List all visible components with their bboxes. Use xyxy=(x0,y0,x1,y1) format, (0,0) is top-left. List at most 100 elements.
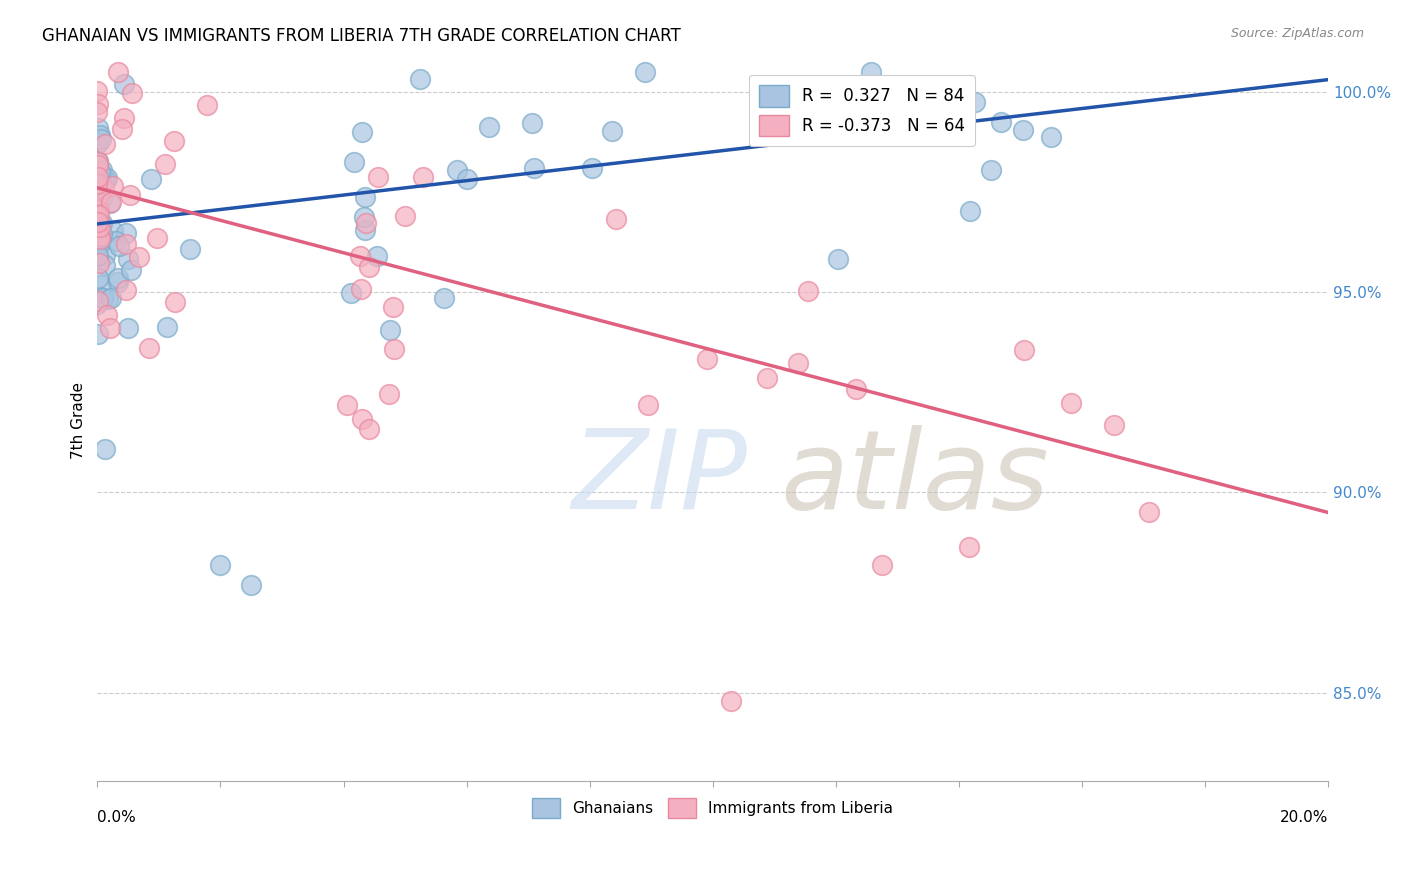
Point xyxy=(1011,123,1033,137)
Point xyxy=(87,96,110,111)
Point xyxy=(350,282,373,296)
Point xyxy=(94,442,117,457)
Point xyxy=(86,207,108,221)
Point xyxy=(94,258,117,272)
Point xyxy=(89,178,111,192)
Text: GHANAIAN VS IMMIGRANTS FROM LIBERIA 7TH GRADE CORRELATION CHART: GHANAIAN VS IMMIGRANTS FROM LIBERIA 7TH … xyxy=(42,27,681,45)
Point xyxy=(94,136,117,151)
Point xyxy=(86,249,108,263)
Point xyxy=(87,215,110,229)
Point xyxy=(86,215,108,229)
Point xyxy=(91,215,114,229)
Point xyxy=(409,72,432,87)
Point xyxy=(146,231,169,245)
Point xyxy=(382,300,405,314)
Point xyxy=(720,694,742,708)
Point xyxy=(796,124,818,138)
Point xyxy=(845,383,868,397)
Point xyxy=(141,172,163,186)
Point xyxy=(959,203,981,218)
Point xyxy=(797,285,820,299)
Point xyxy=(156,320,179,334)
Point xyxy=(89,220,111,235)
Point xyxy=(89,232,111,246)
Point xyxy=(520,116,543,130)
Point xyxy=(96,173,118,187)
Point xyxy=(1137,505,1160,519)
Point xyxy=(870,558,893,573)
Point xyxy=(107,239,129,253)
Point xyxy=(87,136,110,150)
Point xyxy=(605,212,627,227)
Point xyxy=(240,577,263,591)
Point xyxy=(100,195,122,210)
Point xyxy=(90,277,112,292)
Point xyxy=(120,263,142,277)
Point xyxy=(86,202,108,216)
Point xyxy=(354,189,377,203)
Point xyxy=(87,255,110,269)
Point xyxy=(86,254,108,268)
Point xyxy=(112,77,135,91)
Point xyxy=(762,91,785,105)
Point xyxy=(382,342,405,356)
Text: 0.0%: 0.0% xyxy=(97,810,136,825)
Point xyxy=(86,327,108,342)
Point xyxy=(91,227,114,241)
Point xyxy=(90,176,112,190)
Point xyxy=(86,220,108,235)
Point xyxy=(366,249,388,263)
Point xyxy=(581,161,603,176)
Point xyxy=(103,178,125,193)
Point xyxy=(433,291,456,305)
Point xyxy=(96,308,118,322)
Point xyxy=(89,128,111,142)
Point xyxy=(523,161,546,175)
Point xyxy=(350,125,373,139)
Y-axis label: 7th Grade: 7th Grade xyxy=(72,382,86,458)
Point xyxy=(128,250,150,264)
Point xyxy=(112,112,135,126)
Point xyxy=(107,271,129,285)
Point xyxy=(114,237,136,252)
Point xyxy=(86,232,108,246)
Point xyxy=(86,154,108,169)
Point xyxy=(356,217,378,231)
Point xyxy=(1060,396,1083,410)
Point xyxy=(87,169,110,184)
Point xyxy=(87,158,110,172)
Point xyxy=(86,178,108,192)
Point xyxy=(336,399,359,413)
Point xyxy=(107,275,129,289)
Point xyxy=(179,242,201,256)
Point xyxy=(165,295,187,310)
Point xyxy=(87,187,110,202)
Point xyxy=(87,271,110,285)
Point xyxy=(963,95,986,110)
Point xyxy=(86,174,108,188)
Point xyxy=(86,104,108,119)
Point xyxy=(89,217,111,231)
Point xyxy=(343,155,366,169)
Point xyxy=(89,228,111,243)
Point xyxy=(195,98,218,112)
Legend: Ghanaians, Immigrants from Liberia: Ghanaians, Immigrants from Liberia xyxy=(526,792,900,824)
Point xyxy=(357,422,380,436)
Point xyxy=(107,64,129,78)
Point xyxy=(980,162,1002,177)
Point xyxy=(87,202,110,217)
Point xyxy=(94,248,117,262)
Point xyxy=(827,252,849,267)
Point xyxy=(91,191,114,205)
Point xyxy=(93,182,115,196)
Point xyxy=(86,297,108,311)
Point xyxy=(87,121,110,136)
Point xyxy=(349,248,371,262)
Point xyxy=(478,120,501,134)
Point xyxy=(115,226,138,240)
Point xyxy=(86,192,108,206)
Text: ZIP: ZIP xyxy=(571,425,747,532)
Point xyxy=(100,291,122,305)
Point xyxy=(1014,343,1036,357)
Point xyxy=(990,114,1012,128)
